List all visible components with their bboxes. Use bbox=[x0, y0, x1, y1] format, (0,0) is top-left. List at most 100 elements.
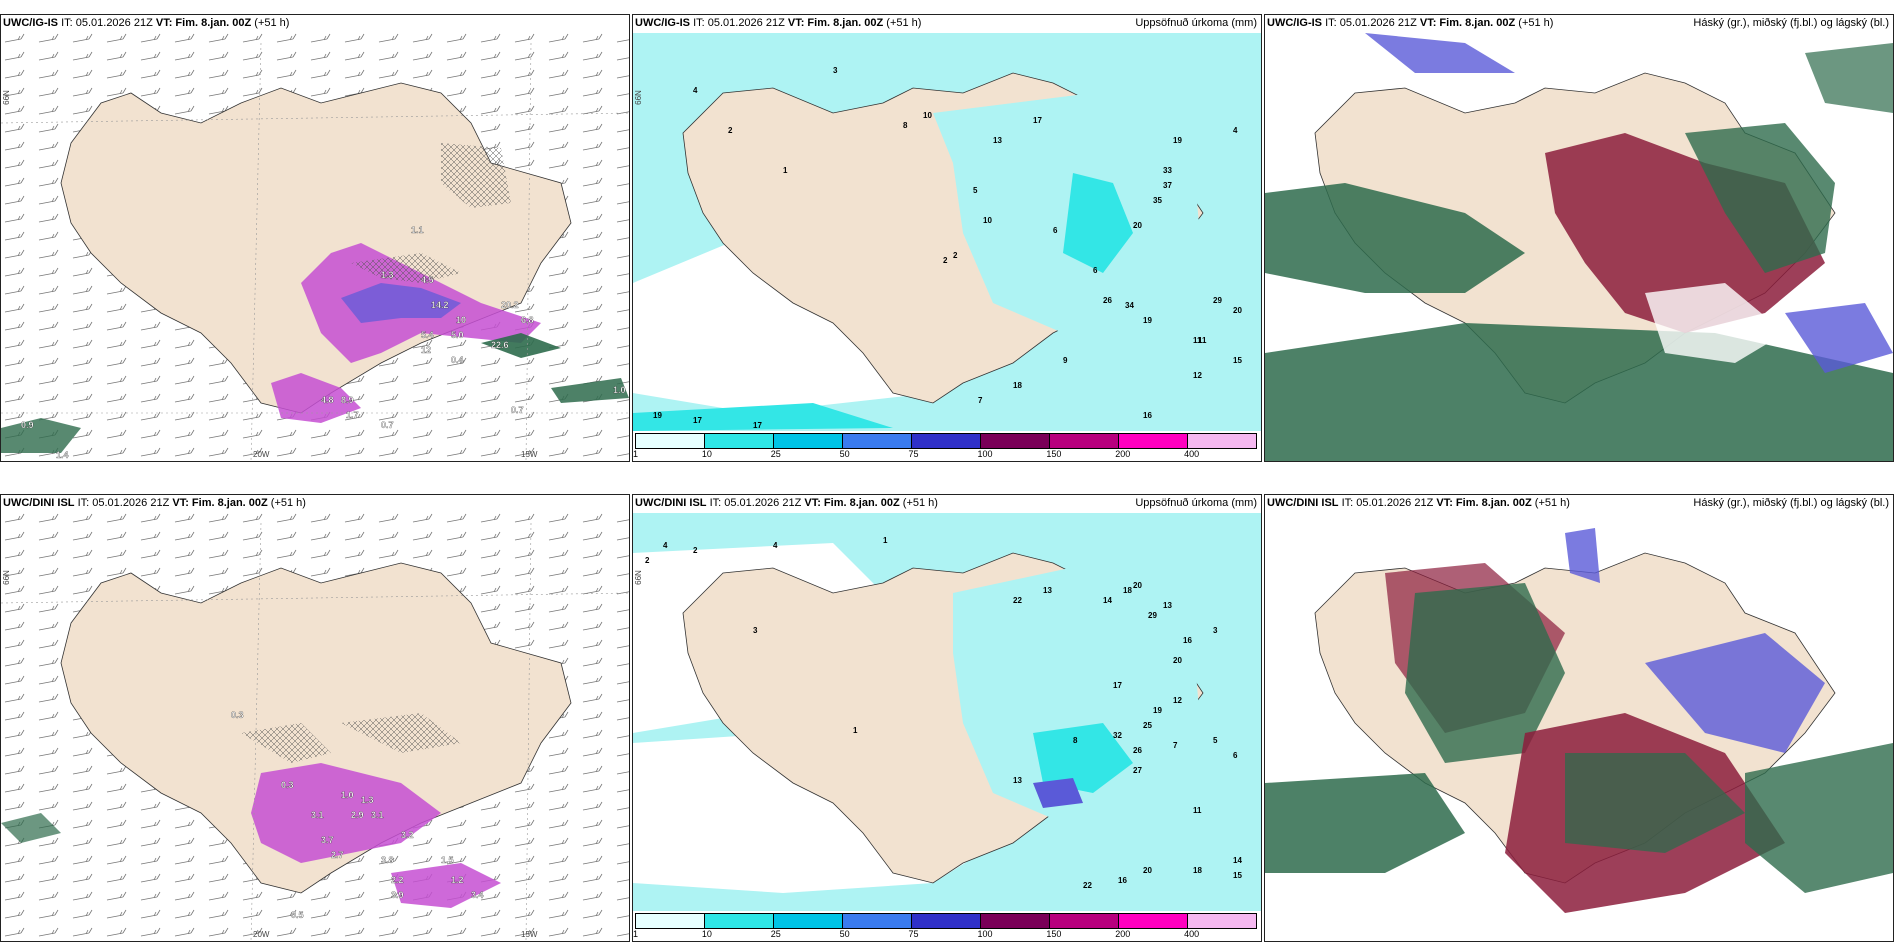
svg-text:27: 27 bbox=[1133, 766, 1142, 775]
svg-text:13: 13 bbox=[993, 136, 1002, 145]
init-time: IT: 05.01.2026 21Z bbox=[693, 17, 785, 29]
svg-text:19: 19 bbox=[653, 411, 662, 420]
map-ig-precip[interactable]: 4 3 2 1 8 10 17 19 13 33 37 35 20 26 34 … bbox=[633, 33, 1261, 431]
svg-text:2: 2 bbox=[728, 126, 733, 135]
svg-text:19: 19 bbox=[1143, 316, 1152, 325]
svg-text:19: 19 bbox=[1173, 136, 1182, 145]
svg-text:20: 20 bbox=[1133, 581, 1142, 590]
svg-text:22: 22 bbox=[1013, 596, 1022, 605]
svg-text:26: 26 bbox=[1103, 296, 1112, 305]
valid-time: Fim. 8.jan. 00Z bbox=[823, 497, 900, 509]
svg-text:3.7: 3.7 bbox=[321, 835, 334, 845]
scale-swatch bbox=[843, 434, 912, 448]
svg-text:4.5: 4.5 bbox=[421, 275, 434, 285]
svg-text:20: 20 bbox=[1133, 221, 1142, 230]
svg-text:20: 20 bbox=[1233, 306, 1242, 315]
svg-text:10: 10 bbox=[456, 315, 466, 325]
init-time: IT: 05.01.2026 21Z bbox=[77, 497, 170, 509]
svg-text:17: 17 bbox=[1033, 116, 1042, 125]
svg-text:13: 13 bbox=[1013, 776, 1022, 785]
svg-text:22.6: 22.6 bbox=[491, 340, 509, 350]
scale-swatch bbox=[1050, 434, 1119, 448]
map-ig-cloud[interactable] bbox=[1265, 33, 1893, 461]
scale-swatch bbox=[1119, 914, 1188, 928]
svg-text:1.3: 1.3 bbox=[361, 795, 374, 805]
svg-text:1.1: 1.1 bbox=[411, 225, 424, 235]
scale-swatch bbox=[1050, 914, 1119, 928]
svg-text:3.9: 3.9 bbox=[391, 890, 404, 900]
lead-time: (+51 h) bbox=[902, 497, 938, 509]
panel-title: UWC/DINI ISL IT: 05.01.2026 21Z VT: Fim.… bbox=[1267, 497, 1570, 509]
field-title: Háský (gr.), miðský (fj.bl.) og lágský (… bbox=[1693, 497, 1889, 509]
map-dini-wind[interactable]: 0.3 0.3 1.0 1.3 3.1 2.9 3.1 3.7 3.2 3.8 … bbox=[1, 513, 629, 941]
svg-text:4: 4 bbox=[773, 541, 778, 550]
panel-title: UWC/IG-IS IT: 05.01.2026 21Z VT: Fim. 8.… bbox=[1267, 17, 1553, 29]
scale-tick-label: 200 bbox=[1115, 449, 1131, 459]
svg-text:3: 3 bbox=[833, 66, 838, 75]
svg-text:17: 17 bbox=[753, 421, 762, 430]
scale-swatch bbox=[636, 914, 705, 928]
scale-swatch bbox=[1188, 434, 1256, 448]
svg-text:15: 15 bbox=[1233, 871, 1242, 880]
map-dini-precip[interactable]: 2 4 1 3 22 13 14 18 20 29 13 16 20 32 26… bbox=[633, 513, 1261, 911]
lon-label-20w: 20W bbox=[253, 450, 270, 459]
svg-text:0.9: 0.9 bbox=[21, 420, 34, 430]
valid-time-label: VT: bbox=[787, 17, 805, 29]
field-title: Uppsöfnuð úrkoma (mm) bbox=[1135, 17, 1257, 29]
map-dini-cloud[interactable] bbox=[1265, 513, 1893, 941]
svg-text:5.0: 5.0 bbox=[451, 330, 464, 340]
scale-swatch bbox=[774, 434, 843, 448]
scale-tick-label: 75 bbox=[908, 449, 919, 459]
svg-text:18: 18 bbox=[1013, 381, 1022, 390]
svg-text:0.3: 0.3 bbox=[281, 780, 294, 790]
svg-text:20.2: 20.2 bbox=[501, 300, 519, 310]
scale-swatch bbox=[705, 914, 774, 928]
svg-text:4: 4 bbox=[693, 86, 698, 95]
valid-time: Fim. 8.jan. 00Z bbox=[191, 497, 268, 509]
panel-title: UWC/IG-IS IT: 05.01.2026 21Z VT: Fim. 8.… bbox=[635, 17, 921, 29]
svg-text:1.0: 1.0 bbox=[341, 790, 354, 800]
svg-text:13: 13 bbox=[1043, 586, 1052, 595]
svg-text:12: 12 bbox=[1193, 371, 1202, 380]
lead-time: (+51 h) bbox=[1518, 17, 1554, 29]
svg-text:6: 6 bbox=[1233, 751, 1238, 760]
svg-text:18: 18 bbox=[1193, 866, 1202, 875]
model-name: UWC/IG-IS bbox=[3, 17, 58, 29]
panel-title: UWC/DINI ISL IT: 05.01.2026 21Z VT: Fim.… bbox=[635, 497, 938, 509]
svg-text:19: 19 bbox=[1153, 706, 1162, 715]
lead-time: (+51 h) bbox=[886, 17, 922, 29]
svg-text:3: 3 bbox=[1213, 626, 1218, 635]
valid-time: Fim. 8.jan. 00Z bbox=[807, 17, 884, 29]
scale-swatch bbox=[705, 434, 774, 448]
valid-time: Fim. 8.jan. 00Z bbox=[175, 17, 252, 29]
scale-tick-label: 400 bbox=[1184, 449, 1200, 459]
svg-text:29: 29 bbox=[1148, 611, 1157, 620]
field-title: Háský (gr.), miðský (fj.bl.) og lágský (… bbox=[1693, 17, 1889, 29]
svg-text:2: 2 bbox=[943, 256, 948, 265]
scale-swatch bbox=[636, 434, 705, 448]
svg-text:17: 17 bbox=[1113, 681, 1122, 690]
scale-swatch bbox=[1188, 914, 1256, 928]
svg-text:11: 11 bbox=[1193, 806, 1202, 815]
panel-dini-cloud: UWC/DINI ISL IT: 05.01.2026 21Z VT: Fim.… bbox=[1264, 494, 1894, 942]
svg-text:15: 15 bbox=[1233, 356, 1242, 365]
scale-tick-label: 150 bbox=[1046, 449, 1062, 459]
svg-text:18: 18 bbox=[1123, 586, 1132, 595]
scale-swatch bbox=[912, 434, 981, 448]
lat-label: 66N bbox=[633, 570, 643, 585]
panel-ig-cloud: UWC/IG-IS IT: 05.01.2026 21Z VT: Fim. 8.… bbox=[1264, 14, 1894, 462]
svg-text:33: 33 bbox=[1163, 166, 1172, 175]
svg-text:6.8: 6.8 bbox=[521, 315, 534, 325]
svg-text:7: 7 bbox=[978, 396, 983, 405]
scale-tick-label: 1 bbox=[633, 449, 639, 459]
init-time: IT: 05.01.2026 21Z bbox=[1325, 17, 1417, 29]
init-time: IT: 05.01.2026 21Z bbox=[1341, 497, 1434, 509]
svg-text:5.4: 5.4 bbox=[421, 330, 434, 340]
model-name: UWC/IG-IS bbox=[635, 17, 690, 29]
map-ig-wind[interactable]: 1.1 1.3 4.5 14.2 20.2 10 6.8 5.4 5.0 12 … bbox=[1, 33, 629, 461]
svg-text:3.8: 3.8 bbox=[381, 855, 394, 865]
valid-time-label: VT: bbox=[1436, 497, 1453, 509]
scale-tick-label: 25 bbox=[770, 929, 781, 939]
svg-text:1.0: 1.0 bbox=[613, 385, 626, 395]
svg-text:37: 37 bbox=[1163, 181, 1172, 190]
